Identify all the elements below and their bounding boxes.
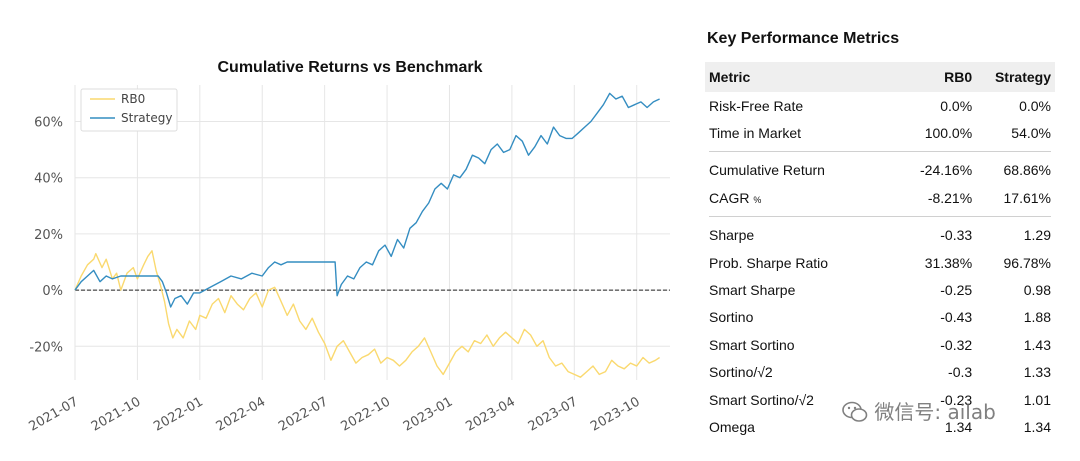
grid-layer — [74, 85, 670, 380]
watermark-text: 微信号: ailab — [874, 400, 996, 424]
metric-value-strategy: 17.61% — [1003, 189, 1051, 206]
metric-label: Sortino/√2 — [709, 364, 773, 381]
metric-label: Prob. Sharpe Ratio — [709, 254, 829, 271]
metric-value-strategy: 1.34 — [1023, 418, 1051, 435]
metric-label: CAGR — [709, 189, 750, 206]
metric-value-rb0: -0.3 — [948, 364, 973, 381]
metric-value-rb0: -8.21% — [927, 189, 973, 206]
metric-value-rb0: 0.0% — [940, 97, 973, 114]
x-tick-label: 2021-10 — [89, 394, 144, 434]
y-tick-label: 0% — [42, 284, 63, 299]
wechat-icon — [842, 401, 868, 422]
metric-row-sharpe: Sharpe -0.33 1.29 — [705, 222, 1055, 249]
x-tick-label: 2022-07 — [276, 394, 331, 434]
metric-row-prob-sharpe-ratio: Prob. Sharpe Ratio 31.38% 96.78% — [705, 249, 1055, 276]
legend-label-rb0: RB0 — [121, 92, 145, 106]
chart-svg: Cumulative Returns vs Benchmark -20% 0% 20… — [26, 59, 670, 435]
metric-value-strategy: 1.43 — [1023, 336, 1051, 353]
cumulative-returns-chart: Cumulative Returns vs Benchmark -20% 0% 20… — [26, 59, 670, 435]
x-tick-label: 2022-01 — [151, 394, 206, 434]
header-rb0: RB0 — [884, 62, 977, 92]
x-tick-label: 2023-10 — [588, 394, 643, 434]
legend: RB0 Strategy — [80, 88, 178, 132]
metric-label-cell: CAGR % — [705, 184, 884, 211]
metric-label: Risk-Free Rate — [709, 97, 804, 114]
x-tick-label: 2023-04 — [463, 394, 518, 434]
metric-value-rb0: -0.43 — [940, 309, 973, 326]
metric-value-strategy: 0.0% — [1019, 97, 1051, 114]
metric-label: Cumulative Return — [709, 162, 825, 179]
chart-title: Cumulative Returns vs Benchmark — [218, 59, 483, 76]
metric-value-strategy: 1.33 — [1023, 364, 1051, 381]
metric-value-rb0: -0.32 — [940, 336, 973, 353]
metric-row-cumulative-return: Cumulative Return -24.16% 68.86% — [705, 157, 1055, 184]
x-tick-label: 2021-07 — [26, 394, 81, 434]
metric-row-sortino: Sortino -0.43 1.88 — [705, 304, 1055, 331]
metric-label: Sharpe — [709, 227, 755, 244]
y-tick-label: 20% — [34, 228, 63, 243]
metric-row-smart-sortino: Smart Sortino -0.32 1.43 — [705, 331, 1055, 358]
x-tick-label: 2023-01 — [401, 394, 456, 434]
metric-value-rb0: 1.34 — [944, 418, 973, 435]
metric-row-time-in-market: Time in Market 100.0% 54.0% — [705, 119, 1055, 146]
x-tick-label: 2022-04 — [214, 394, 269, 434]
metric-value-strategy: 96.78% — [1003, 254, 1051, 271]
metrics-table: Metric RB0 Strategy Risk-Free Rate 0.0% … — [705, 62, 1055, 441]
metric-value-strategy: 1.88 — [1023, 309, 1051, 326]
metric-label: Smart Sharpe — [709, 282, 796, 299]
y-tick-label: 40% — [34, 172, 63, 187]
legend-label-strategy: Strategy — [121, 111, 172, 125]
metric-value-strategy: 1.01 — [1023, 391, 1051, 408]
metric-label: Sortino — [709, 309, 754, 326]
metrics-title: Key Performance Metrics — [707, 30, 900, 47]
metric-row-cagr: CAGR % -8.21% 17.61% — [705, 184, 1055, 211]
series-line-strategy — [74, 92, 660, 308]
metric-value-strategy: 68.86% — [1003, 162, 1051, 179]
header-strategy: Strategy — [976, 62, 1055, 92]
metrics-panel: Key Performance Metrics Metric RB0 Strat… — [705, 26, 1055, 441]
metric-row-risk-free-rate: Risk-Free Rate 0.0% 0.0% — [705, 92, 1055, 119]
metric-value-rb0: -24.16% — [920, 162, 973, 179]
axis-layer: -20%0%20%40%60%2021-07 2021-10 2022-01 2022… — [26, 116, 670, 435]
metric-value-rb0: 31.38% — [924, 254, 973, 271]
metric-row-sortino-sqrt2: Sortino/√2 -0.3 1.33 — [705, 359, 1055, 386]
metric-value-rb0: -0.23 — [940, 391, 973, 408]
metric-value-strategy: 0.98 — [1023, 282, 1051, 299]
metric-row-smart-sharpe: Smart Sharpe -0.25 0.98 — [705, 276, 1055, 303]
metrics-header-row: Metric RB0 Strategy — [705, 62, 1055, 92]
metric-value-rb0: -0.25 — [940, 282, 973, 299]
series-line-rb0 — [74, 250, 660, 378]
metric-row-smart-sortino-sqrt2: Smart Sortino/√2 -0.23 1.01 — [705, 386, 1055, 413]
metric-label: Smart Sortino — [709, 336, 795, 353]
section-divider — [705, 147, 1055, 157]
metric-label: Time in Market — [709, 125, 802, 142]
y-tick-label: -20% — [29, 340, 63, 355]
metric-row-omega: Omega 1.34 1.34 — [705, 413, 1055, 440]
metric-label: Smart Sortino/√2 — [709, 391, 814, 408]
x-tick-label: 2022-10 — [339, 394, 394, 434]
series-layer — [74, 92, 660, 378]
section-divider — [705, 212, 1055, 222]
metric-value-strategy: 54.0% — [1011, 125, 1051, 142]
x-tick-label: 2023-07 — [526, 394, 581, 434]
y-tick-label: 60% — [34, 116, 63, 131]
metric-value-strategy: 1.29 — [1023, 227, 1051, 244]
metric-value-rb0: -0.33 — [940, 227, 973, 244]
watermark: 微信号: ailab — [842, 396, 996, 425]
metric-label: Omega — [709, 418, 755, 435]
metric-value-rb0: 100.0% — [924, 125, 973, 142]
header-metric: Metric — [705, 62, 885, 92]
metric-label-suffix: % — [753, 194, 762, 205]
